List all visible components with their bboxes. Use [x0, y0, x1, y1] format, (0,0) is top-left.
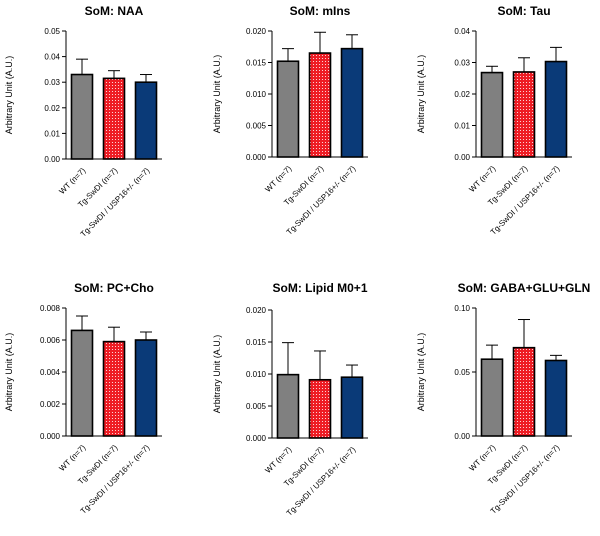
y-axis-label: Arbitrary Unit (A.U.): [416, 55, 426, 134]
chart-title: SoM: Tau: [497, 4, 550, 18]
y-tick-label: 0.00: [44, 155, 60, 164]
category-label: WT (n=7): [57, 166, 87, 196]
y-tick-label: 0.020: [246, 306, 267, 315]
bar-2: [102, 77, 126, 160]
y-tick-label: 0.015: [246, 59, 267, 68]
y-tick-label: 0.006: [40, 336, 61, 345]
chart-panel-1: SoM: NAA Arbitrary Unit (A.U.) 0.00 0.01 0.0…: [4, 4, 162, 239]
category-label: Tg-SwDI / USP16+/- (n=7): [489, 164, 562, 237]
bar-3: [544, 60, 568, 158]
y-tick-label: 0.02: [44, 104, 60, 113]
category-label: WT (n=7): [467, 164, 497, 194]
bar-1: [480, 358, 504, 437]
category-label: Tg-SwDI / USP16+/- (n=7): [489, 443, 562, 516]
chart-panel-5: SoM: Lipid M0+1 Arbitrary Unit (A.U.) 0.00…: [212, 281, 368, 518]
chart-panel-4: SoM: PC+Cho Arbitrary Unit (A.U.) 0.000 0.0…: [4, 281, 162, 516]
y-tick-label: 0.004: [40, 368, 61, 377]
y-tick-label: 0.00: [454, 432, 470, 441]
y-tick-label: 0.03: [454, 59, 470, 68]
y-tick-label: 0.05: [44, 27, 60, 36]
chart-panel-6: SoM: GABA+GLU+GLN Arbitrary Unit (A.U.) 0.…: [416, 281, 590, 516]
y-tick-label: 0.005: [246, 122, 267, 131]
category-label: WT (n=7): [57, 443, 87, 473]
category-label: Tg-SwDI / USP16+/- (n=7): [285, 164, 358, 237]
y-axis-label: Arbitrary Unit (A.U.): [4, 56, 14, 135]
y-tick-label: 0.005: [246, 402, 267, 411]
y-tick-label: 0.000: [246, 434, 267, 443]
y-tick-label: 0.010: [246, 370, 267, 379]
y-tick-label: 0.00: [454, 153, 470, 162]
bar-3: [134, 81, 158, 160]
bar-1: [70, 329, 94, 437]
y-tick-label: 0.020: [246, 27, 267, 36]
bar-3: [134, 339, 158, 437]
bar-3: [340, 47, 364, 158]
bar-3: [340, 376, 364, 439]
y-tick-label: 0.010: [246, 90, 267, 99]
category-label: Tg-SwDI / USP16+/- (n=7): [79, 166, 152, 239]
y-tick-label: 0.04: [454, 27, 470, 36]
y-tick-label: 0.03: [44, 78, 60, 87]
category-label: Tg-SwDI / USP16+/- (n=7): [79, 443, 152, 516]
y-tick-label: 0.05: [454, 368, 470, 377]
chart-title: SoM: NAA: [85, 4, 144, 18]
bar-2: [308, 378, 332, 439]
bar-2: [102, 340, 126, 437]
chart-panel-2: SoM: mIns Arbitrary Unit (A.U.) 0.000 0.005…: [212, 4, 368, 237]
y-tick-label: 0.10: [454, 304, 470, 313]
y-tick-label: 0.02: [454, 90, 470, 99]
y-tick-label: 0.008: [40, 304, 61, 313]
chart-title: SoM: mIns: [290, 4, 351, 18]
y-tick-label: 0.015: [246, 338, 267, 347]
category-label: WT (n=7): [263, 445, 293, 475]
category-label: WT (n=7): [467, 443, 497, 473]
bar-1: [276, 373, 300, 439]
bar-1: [70, 73, 94, 160]
y-axis-label: Arbitrary Unit (A.U.): [4, 333, 14, 412]
y-axis-label: Arbitrary Unit (A.U.): [212, 55, 222, 134]
y-tick-label: 0.000: [40, 432, 61, 441]
chart-title: SoM: Lipid M0+1: [272, 281, 367, 295]
category-label: WT (n=7): [263, 164, 293, 194]
chart-title: SoM: PC+Cho: [74, 281, 154, 295]
bar-2: [512, 71, 536, 158]
category-label: Tg-SwDI / USP16+/- (n=7): [285, 445, 358, 518]
y-tick-label: 0.002: [40, 400, 61, 409]
bar-2: [308, 52, 332, 158]
bar-1: [480, 71, 504, 158]
bar-3: [544, 359, 568, 437]
y-tick-label: 0.000: [246, 153, 267, 162]
chart-panel-3: SoM: Tau Arbitrary Unit (A.U.) 0.00 0.01 0.0…: [416, 4, 572, 237]
chart-title: SoM: GABA+GLU+GLN: [458, 281, 591, 295]
y-tick-label: 0.01: [454, 122, 470, 131]
y-axis-label: Arbitrary Unit (A.U.): [212, 335, 222, 414]
y-tick-label: 0.04: [44, 53, 60, 62]
y-axis-label: Arbitrary Unit (A.U.): [416, 333, 426, 412]
bar-2: [512, 346, 536, 437]
bar-1: [276, 60, 300, 158]
y-tick-label: 0.01: [44, 129, 60, 138]
